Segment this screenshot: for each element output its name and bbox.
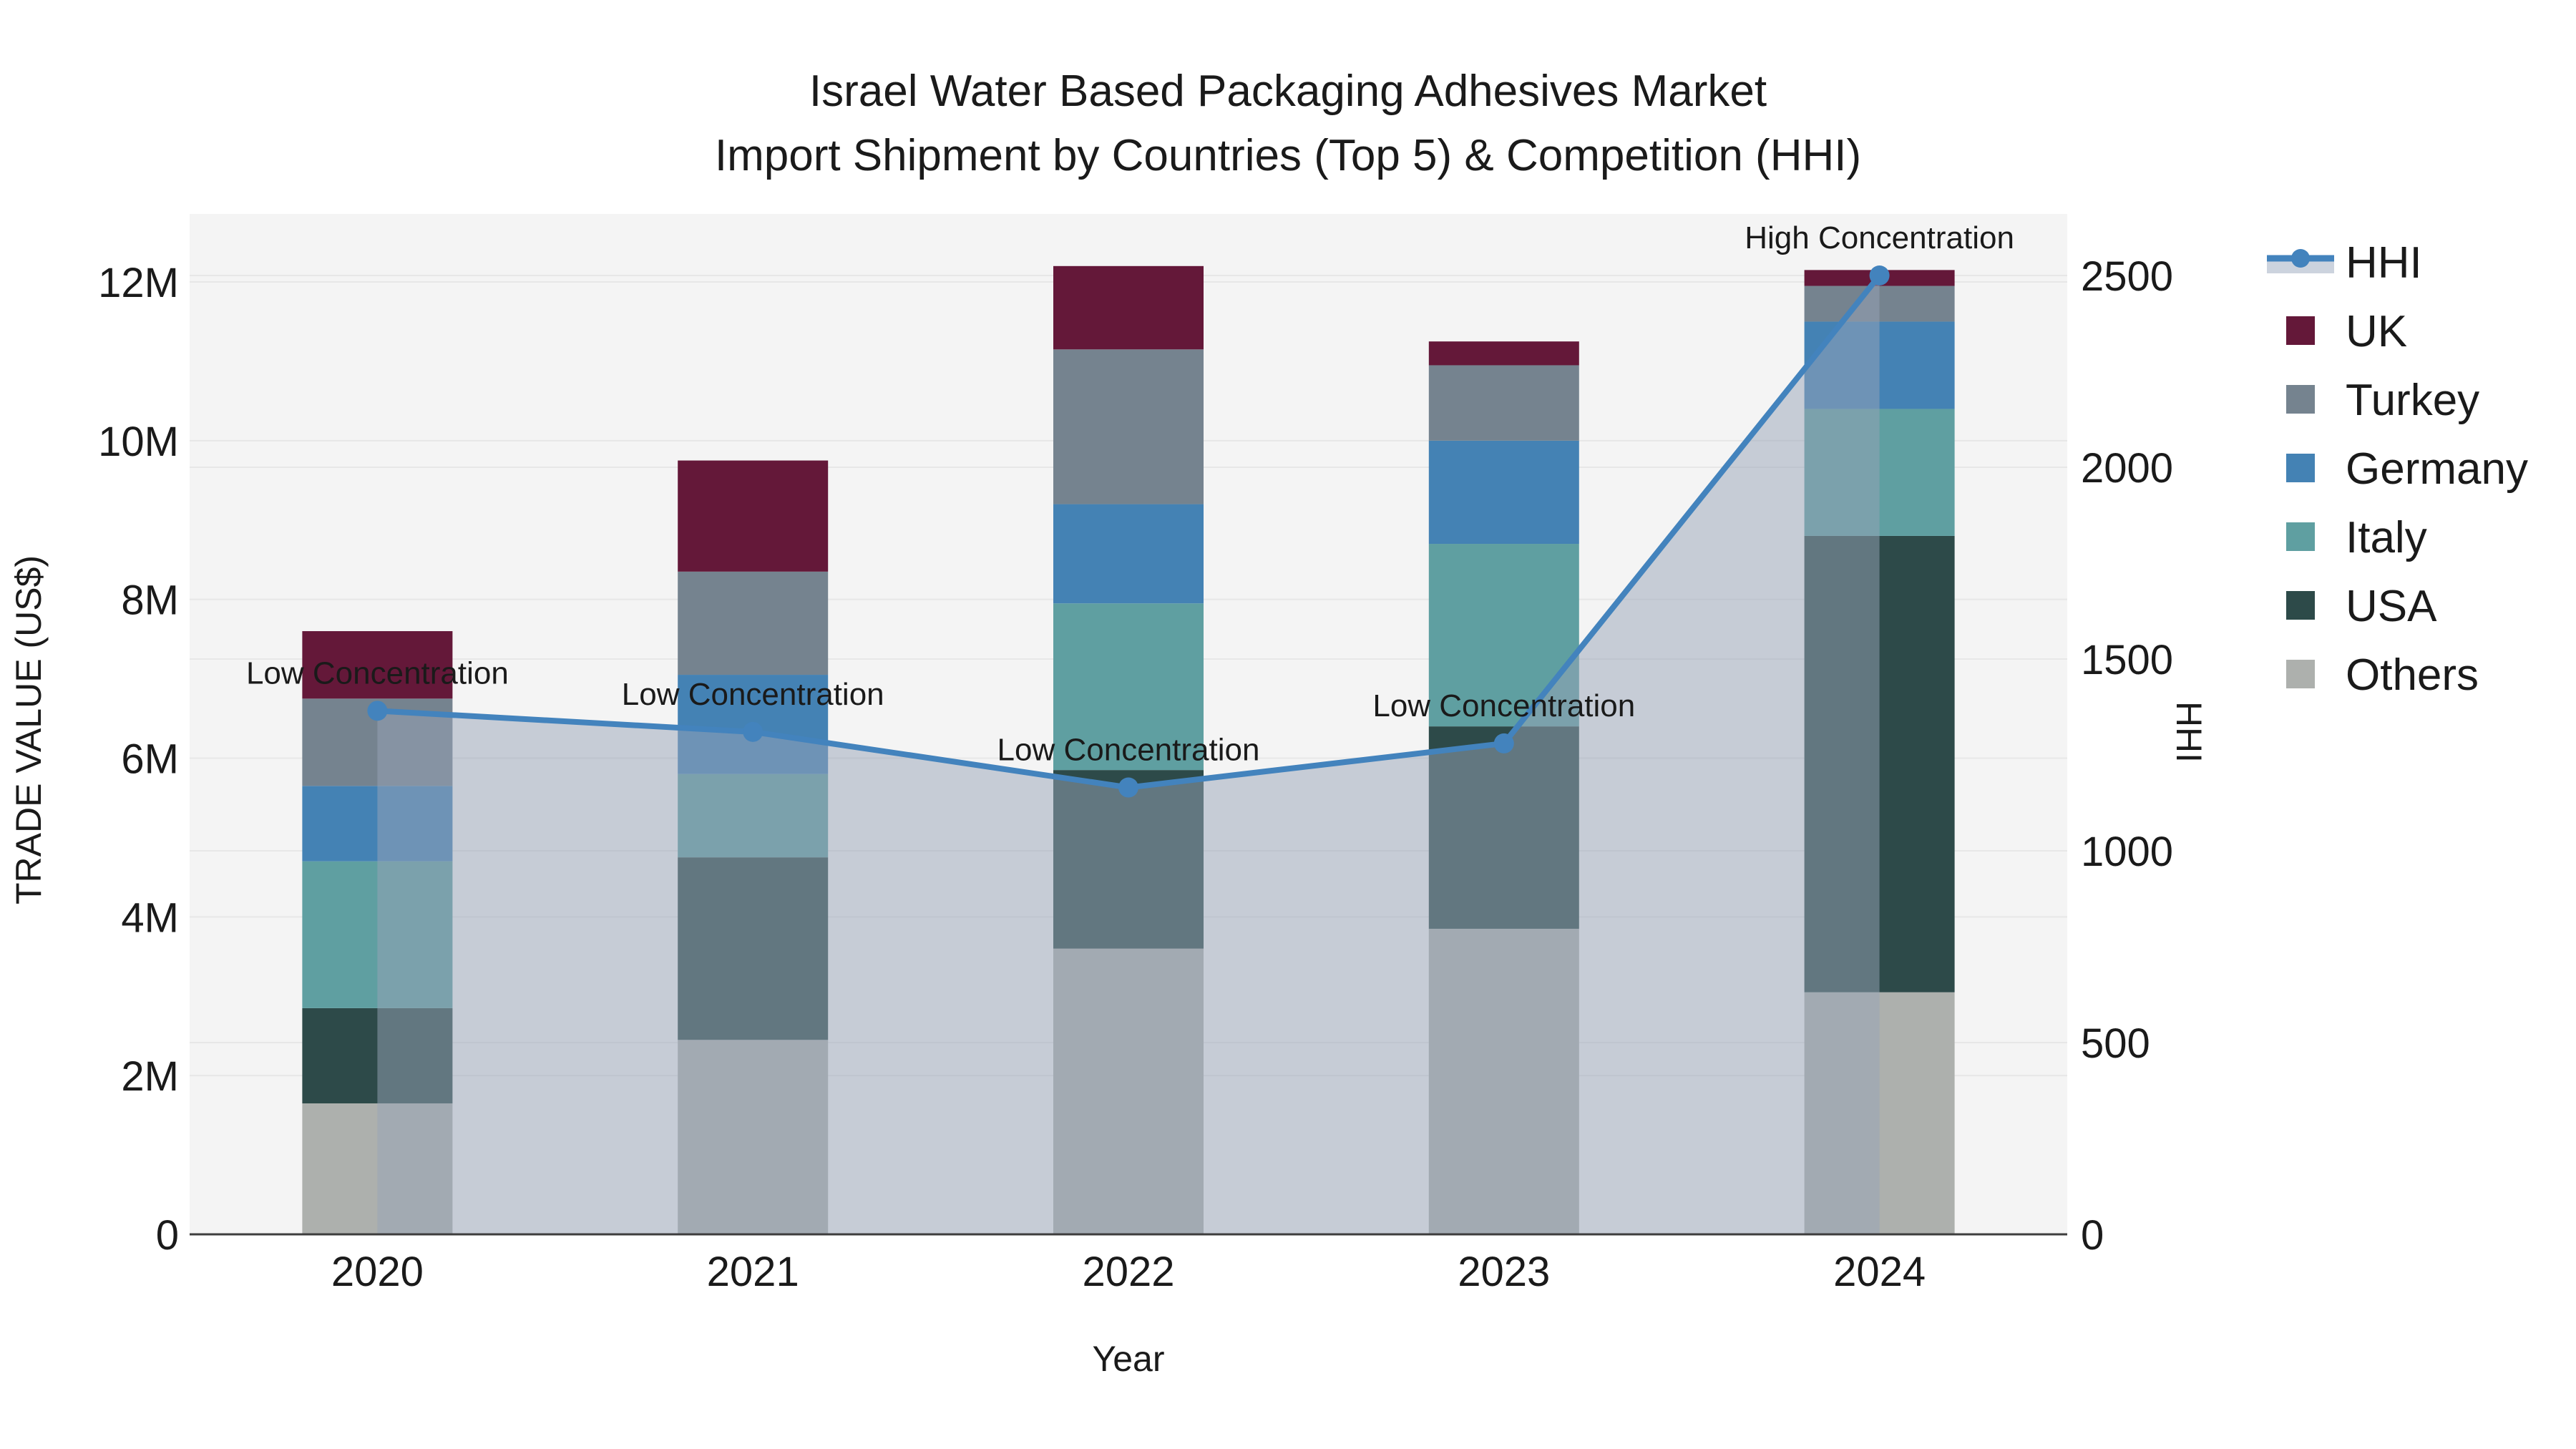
x-tick-2024: 2024 xyxy=(1833,1249,1926,1295)
legend-item-Others[interactable]: Others xyxy=(2286,650,2479,700)
y-left-tick-12M: 12M xyxy=(98,260,179,306)
annotation-2020: Low Concentration xyxy=(246,655,509,691)
chart-title-line2: Import Shipment by Countries (Top 5) & C… xyxy=(715,131,1861,180)
annotation-2023: Low Concentration xyxy=(1372,688,1635,723)
y-left-tick-10M: 10M xyxy=(98,419,179,465)
y-right-axis-title: HHI xyxy=(2169,701,2209,763)
bar-segment-2021-Turkey[interactable] xyxy=(678,571,829,675)
legend-item-Italy[interactable]: Italy xyxy=(2286,513,2427,562)
legend-swatch-Turkey xyxy=(2286,385,2315,414)
hhi-area-layer xyxy=(377,275,1880,1234)
hhi-line-layer xyxy=(367,265,1890,798)
hhi-marker-2024[interactable] xyxy=(1869,265,1890,286)
y-left-tick-4M: 4M xyxy=(121,894,179,941)
hhi-marker-2023[interactable] xyxy=(1493,733,1514,753)
hhi-marker-2020[interactable] xyxy=(367,701,388,721)
bar-segment-2022-Turkey[interactable] xyxy=(1053,349,1204,504)
y-left-tick-2M: 2M xyxy=(121,1053,179,1100)
legend-label-USA: USA xyxy=(2346,582,2437,631)
legend-swatch-Italy xyxy=(2286,522,2315,551)
legend-swatch-Germany xyxy=(2286,454,2315,482)
legend-label-Germany: Germany xyxy=(2346,444,2528,494)
y-right-tick-2500: 2500 xyxy=(2081,253,2173,300)
axis-layer: 0 2M 4M 6M 8M 10M 12M 0 500 1000 1500 2000 2500 2020 2… xyxy=(98,253,2173,1295)
bar-segment-2021-UK[interactable] xyxy=(678,460,829,572)
y-left-tick-8M: 8M xyxy=(121,577,179,624)
hhi-area xyxy=(377,275,1880,1234)
bar-segment-2023-UK[interactable] xyxy=(1428,341,1579,366)
y-right-tick-1000: 1000 xyxy=(2081,829,2173,875)
legend-swatch-USA xyxy=(2286,591,2315,620)
x-axis-title: Year xyxy=(1092,1339,1164,1379)
legend-item-Germany[interactable]: Germany xyxy=(2286,444,2528,494)
legend-item-Turkey[interactable]: Turkey xyxy=(2286,376,2479,425)
legend-item-USA[interactable]: USA xyxy=(2286,582,2437,631)
bar-segment-2022-UK[interactable] xyxy=(1053,265,1204,350)
annotation-2024: High Concentration xyxy=(1745,220,2014,255)
y-right-tick-1500: 1500 xyxy=(2081,637,2173,683)
chart-title-line1: Israel Water Based Packaging Adhesives M… xyxy=(809,67,1767,116)
legend-label-UK: UK xyxy=(2346,307,2407,356)
bar-segment-2022-Germany[interactable] xyxy=(1053,504,1204,604)
legend-swatch-Others xyxy=(2286,660,2315,688)
x-tick-2022: 2022 xyxy=(1082,1249,1174,1295)
x-tick-2023: 2023 xyxy=(1458,1249,1550,1295)
y-right-tick-2000: 2000 xyxy=(2081,445,2173,492)
bar-segment-2022-Italy[interactable] xyxy=(1053,603,1204,771)
x-tick-2020: 2020 xyxy=(331,1249,424,1295)
annotation-layer: Low Concentration Low Concentration Low Co… xyxy=(246,220,2014,768)
y-right-tick-500: 500 xyxy=(2081,1020,2150,1067)
legend-swatch-UK xyxy=(2286,316,2315,345)
legend-item-HHI[interactable]: HHI xyxy=(2267,238,2422,288)
legend-item-UK[interactable]: UK xyxy=(2286,307,2407,356)
y-right-tick-0: 0 xyxy=(2081,1212,2104,1259)
x-tick-2021: 2021 xyxy=(707,1249,799,1295)
hhi-marker-2021[interactable] xyxy=(743,721,763,742)
legend: HHI UK Turkey Germany Italy USA Others xyxy=(2267,238,2528,700)
legend-label-Others: Others xyxy=(2346,650,2479,700)
annotation-2022: Low Concentration xyxy=(997,733,1260,768)
bar-segment-2023-Germany[interactable] xyxy=(1428,440,1579,545)
annotation-2021: Low Concentration xyxy=(622,677,884,712)
y-left-tick-6M: 6M xyxy=(121,736,179,782)
bar-segment-2020-UK[interactable] xyxy=(302,631,453,699)
legend-label-Turkey: Turkey xyxy=(2346,376,2479,425)
legend-label-Italy: Italy xyxy=(2346,513,2427,562)
legend-label-HHI: HHI xyxy=(2346,238,2422,288)
y-left-tick-0: 0 xyxy=(156,1212,179,1259)
hhi-marker-2022[interactable] xyxy=(1118,777,1138,798)
y-left-axis-title: TRADE VALUE (US$) xyxy=(9,555,49,904)
bar-segment-2023-Turkey[interactable] xyxy=(1428,365,1579,441)
legend-hhi-marker-icon xyxy=(2291,249,2310,268)
